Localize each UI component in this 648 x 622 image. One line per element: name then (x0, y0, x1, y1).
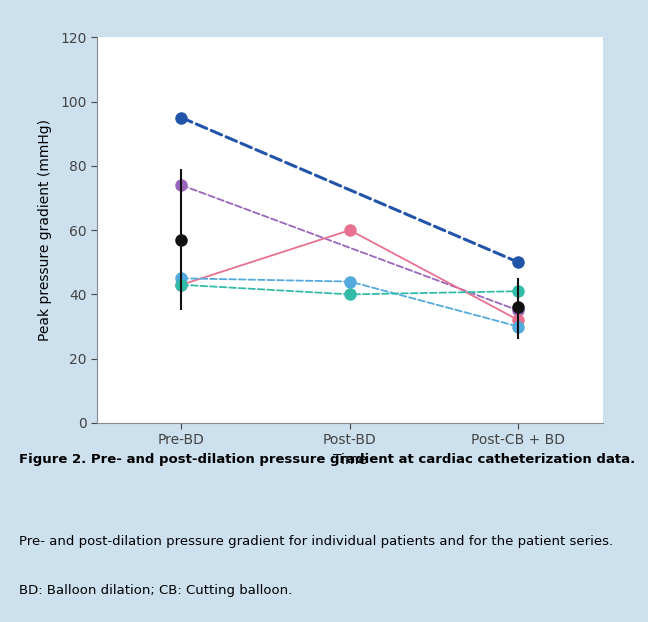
Y-axis label: Peak pressure gradient (mmHg): Peak pressure gradient (mmHg) (38, 119, 52, 341)
Text: BD: Balloon dilation; CB: Cutting balloon.: BD: Balloon dilation; CB: Cutting balloo… (19, 583, 293, 596)
X-axis label: Time: Time (333, 453, 367, 467)
Text: Figure 2. Pre- and post-dilation pressure gradient at cardiac catheterization da: Figure 2. Pre- and post-dilation pressur… (19, 453, 636, 466)
Text: Pre- and post-dilation pressure gradient for individual patients and for the pat: Pre- and post-dilation pressure gradient… (19, 535, 614, 548)
